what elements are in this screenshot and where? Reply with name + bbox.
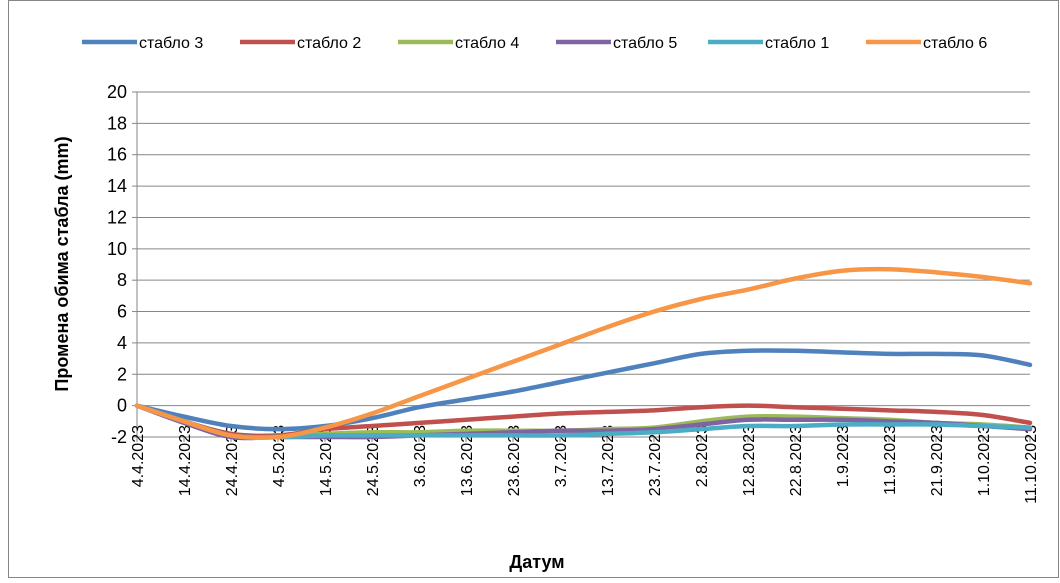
x-tick-label: 14.4.2023: [177, 425, 194, 496]
legend-label: стабло 4: [455, 35, 519, 52]
x-tick-label: 21.9.2023: [929, 425, 946, 496]
x-tick-label: 1.9.2023: [835, 425, 852, 487]
x-tick-label: 13.7.2023: [600, 425, 617, 496]
x-tick-label: 24.4.2023: [224, 425, 241, 496]
chart-border: [8, 0, 1059, 578]
x-tick-label: 14.5.2023: [318, 425, 335, 496]
x-tick-label: 22.8.2023: [788, 425, 805, 496]
y-tick-label: 14: [107, 176, 127, 196]
x-axis-title: Датум: [509, 552, 564, 572]
y-tick-label: 2: [117, 364, 127, 384]
y-tick-label: 16: [107, 145, 127, 165]
y-tick-label: -2: [111, 427, 127, 447]
x-tick-label: 12.8.2023: [741, 425, 758, 496]
series-line: [134, 348, 1033, 432]
y-tick-label: 12: [107, 207, 127, 227]
y-tick-label: 18: [107, 113, 127, 133]
x-tick-label: 2.8.2023: [694, 425, 711, 487]
legend-label: стабло 3: [139, 35, 203, 52]
x-tick-label: 3.7.2023: [553, 425, 570, 487]
y-tick-label: 0: [117, 396, 127, 416]
x-tick-label: 23.6.2023: [506, 425, 523, 496]
y-tick-label: 6: [117, 302, 127, 322]
legend-label: стабло 6: [923, 35, 987, 52]
x-tick-label: 24.5.2023: [365, 425, 382, 496]
legend-label: стабло 1: [765, 35, 829, 52]
x-tick-label: 11.10.2023: [1023, 425, 1040, 504]
series-line: [134, 266, 1033, 441]
y-tick-label: 20: [107, 82, 127, 102]
y-tick-label: 4: [117, 333, 127, 353]
y-tick-label: 8: [117, 270, 127, 290]
legend-label: стабло 5: [613, 35, 677, 52]
legend-label: стабло 2: [297, 35, 361, 52]
x-tick-label: 23.7.2023: [647, 425, 664, 496]
x-tick-label: 4.5.2023: [271, 425, 288, 487]
x-tick-label: 1.10.2023: [976, 425, 993, 496]
x-tick-label: 4.4.2023: [130, 425, 147, 487]
y-axis-title: Промена обима стабла (mm): [52, 136, 72, 391]
x-tick-label: 11.9.2023: [882, 425, 899, 495]
x-tick-label: 13.6.2023: [459, 425, 476, 496]
y-tick-label: 10: [107, 239, 127, 259]
x-tick-label: 3.6.2023: [412, 425, 429, 487]
